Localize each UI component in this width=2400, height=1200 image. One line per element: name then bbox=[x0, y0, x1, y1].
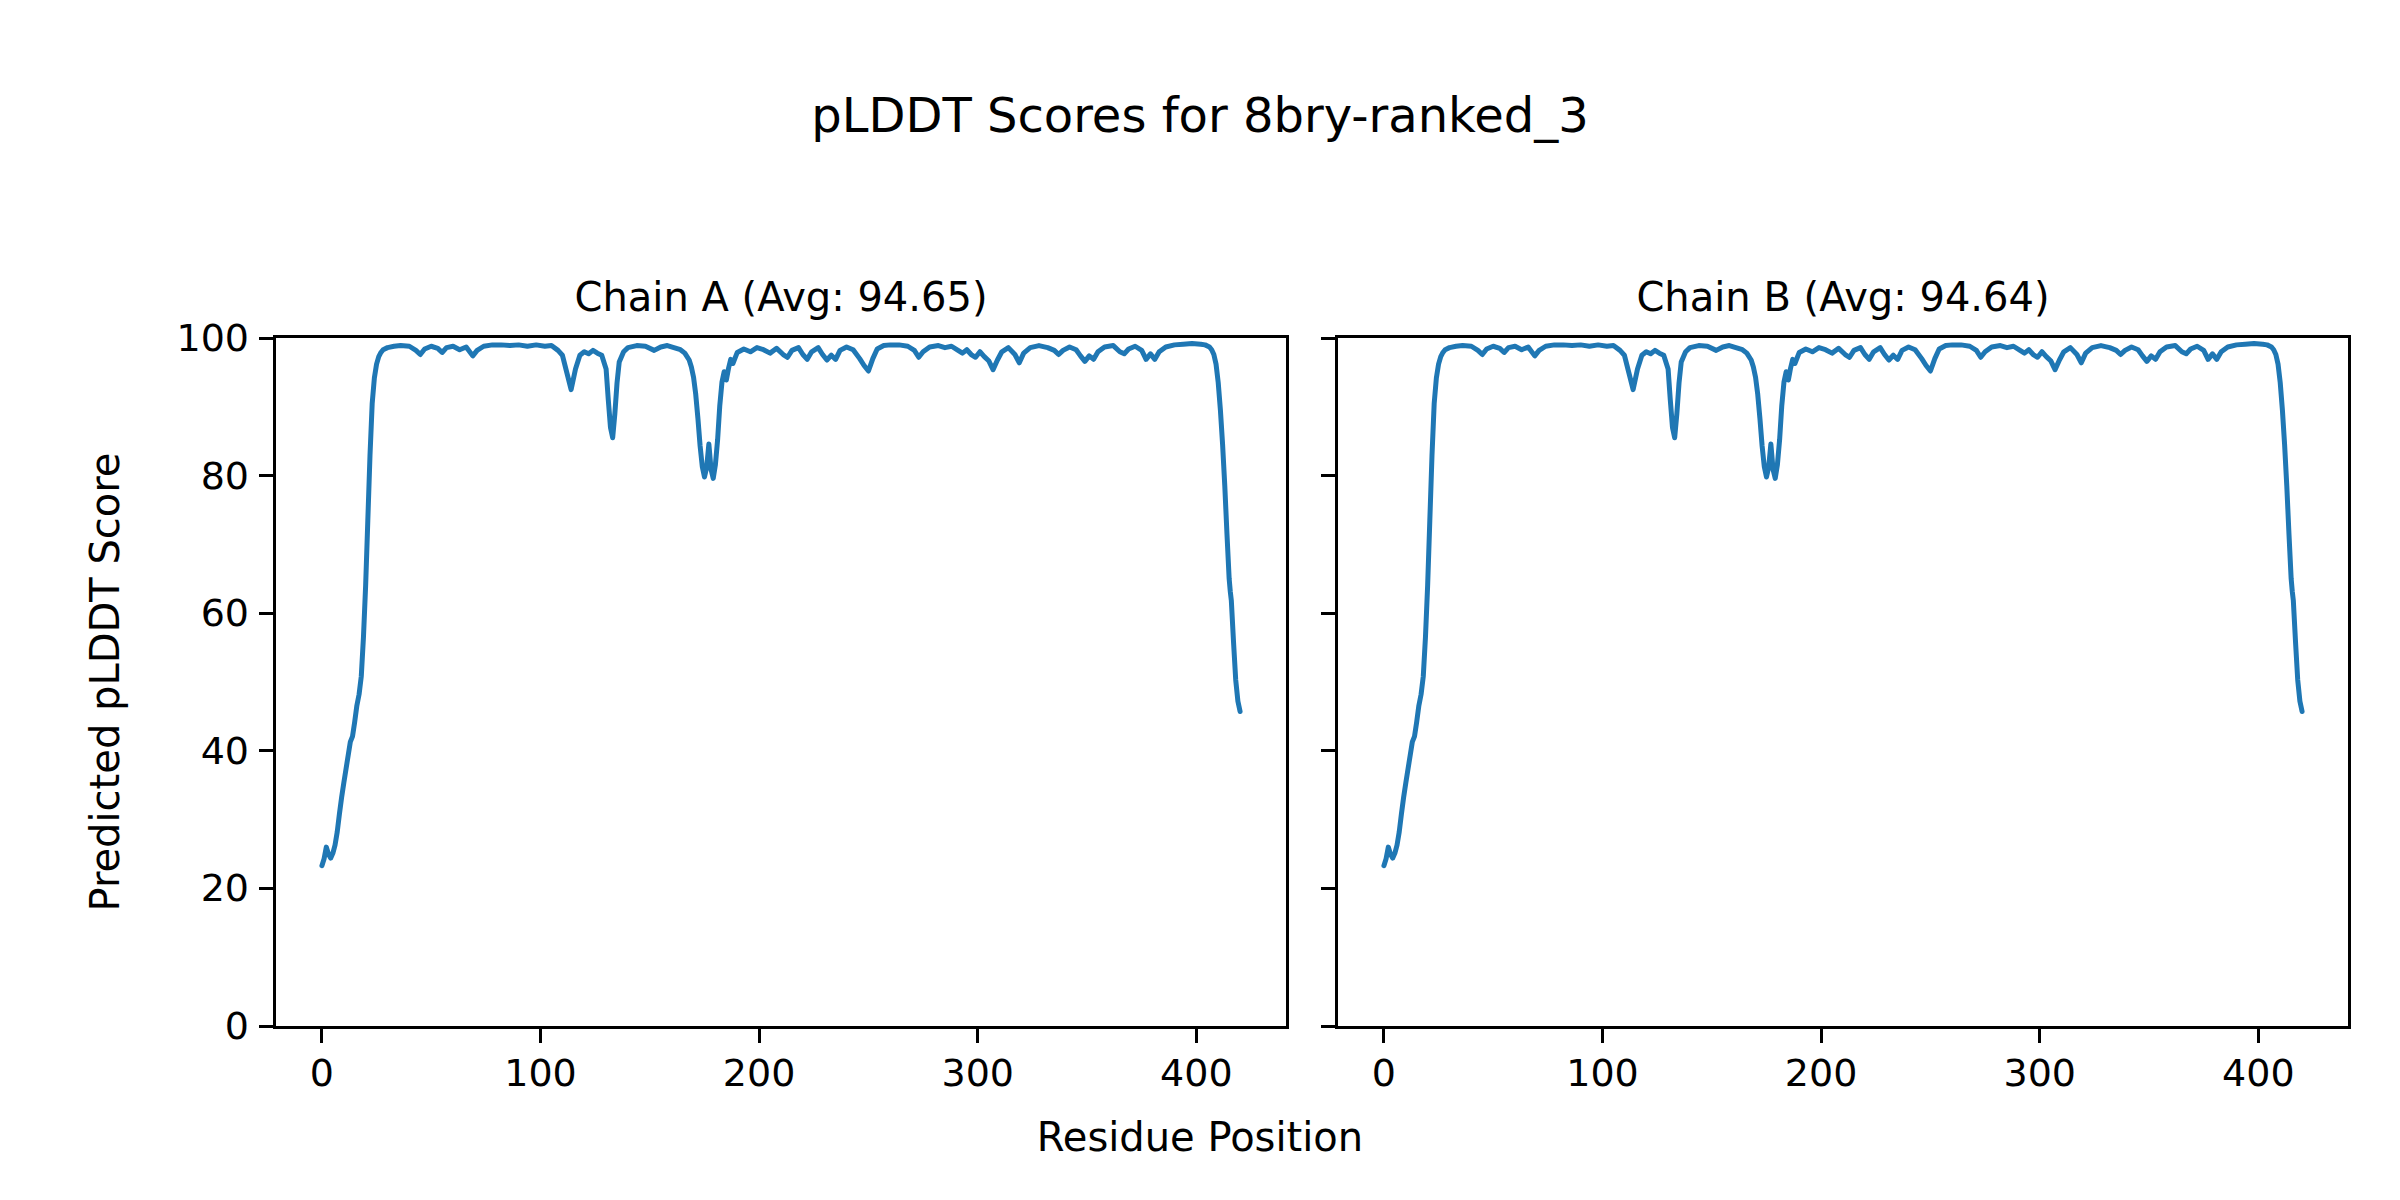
axes-chain-a bbox=[273, 335, 1289, 1029]
x-tick-label: 400 bbox=[1126, 1050, 1266, 1096]
x-tick-mark bbox=[2257, 1029, 2260, 1043]
plddt-plot-chain-b bbox=[1338, 338, 2348, 1026]
y-tick-label: 80 bbox=[119, 452, 249, 500]
x-tick-mark bbox=[2038, 1029, 2041, 1043]
x-tick-label: 0 bbox=[252, 1050, 392, 1096]
x-tick-label: 0 bbox=[1314, 1050, 1454, 1096]
x-tick-mark bbox=[320, 1029, 323, 1043]
x-tick-label: 300 bbox=[1970, 1050, 2110, 1096]
y-tick-mark bbox=[1321, 1025, 1335, 1028]
subplot-b-title: Chain B (Avg: 94.64) bbox=[1335, 272, 2351, 322]
y-tick-label: 40 bbox=[119, 727, 249, 775]
subplot-a-title: Chain A (Avg: 94.65) bbox=[273, 272, 1289, 322]
y-tick-mark bbox=[1321, 474, 1335, 477]
y-tick-label: 60 bbox=[119, 589, 249, 637]
x-tick-mark bbox=[1382, 1029, 1385, 1043]
x-tick-label: 200 bbox=[1751, 1050, 1891, 1096]
x-tick-mark bbox=[758, 1029, 761, 1043]
y-tick-mark bbox=[259, 337, 273, 340]
x-tick-label: 300 bbox=[908, 1050, 1048, 1096]
axes-chain-b bbox=[1335, 335, 2351, 1029]
y-tick-mark bbox=[259, 887, 273, 890]
x-tick-mark bbox=[1601, 1029, 1604, 1043]
x-tick-mark bbox=[1195, 1029, 1198, 1043]
y-tick-label: 100 bbox=[119, 314, 249, 362]
y-tick-mark bbox=[1321, 887, 1335, 890]
y-tick-mark bbox=[259, 474, 273, 477]
figure: pLDDT Scores for 8bry-ranked_3 Chain A (… bbox=[0, 0, 2400, 1200]
plddt-line-chain-b bbox=[1384, 344, 2302, 866]
x-tick-mark bbox=[976, 1029, 979, 1043]
y-tick-mark bbox=[259, 1025, 273, 1028]
x-tick-label: 100 bbox=[1533, 1050, 1673, 1096]
x-axis-label: Residue Position bbox=[0, 1112, 2400, 1162]
plddt-line-chain-a bbox=[322, 344, 1240, 866]
y-axis-label: Predicted pLDDT Score bbox=[80, 453, 130, 912]
x-tick-label: 100 bbox=[471, 1050, 611, 1096]
x-tick-mark bbox=[539, 1029, 542, 1043]
y-tick-label: 0 bbox=[119, 1002, 249, 1050]
plddt-plot-chain-a bbox=[276, 338, 1286, 1026]
y-tick-mark bbox=[1321, 612, 1335, 615]
x-tick-label: 200 bbox=[689, 1050, 829, 1096]
x-tick-mark bbox=[1820, 1029, 1823, 1043]
figure-title: pLDDT Scores for 8bry-ranked_3 bbox=[0, 85, 2400, 145]
y-tick-mark bbox=[259, 612, 273, 615]
y-tick-label: 20 bbox=[119, 864, 249, 912]
y-tick-mark bbox=[259, 749, 273, 752]
x-tick-label: 400 bbox=[2188, 1050, 2328, 1096]
y-tick-mark bbox=[1321, 749, 1335, 752]
y-tick-mark bbox=[1321, 337, 1335, 340]
